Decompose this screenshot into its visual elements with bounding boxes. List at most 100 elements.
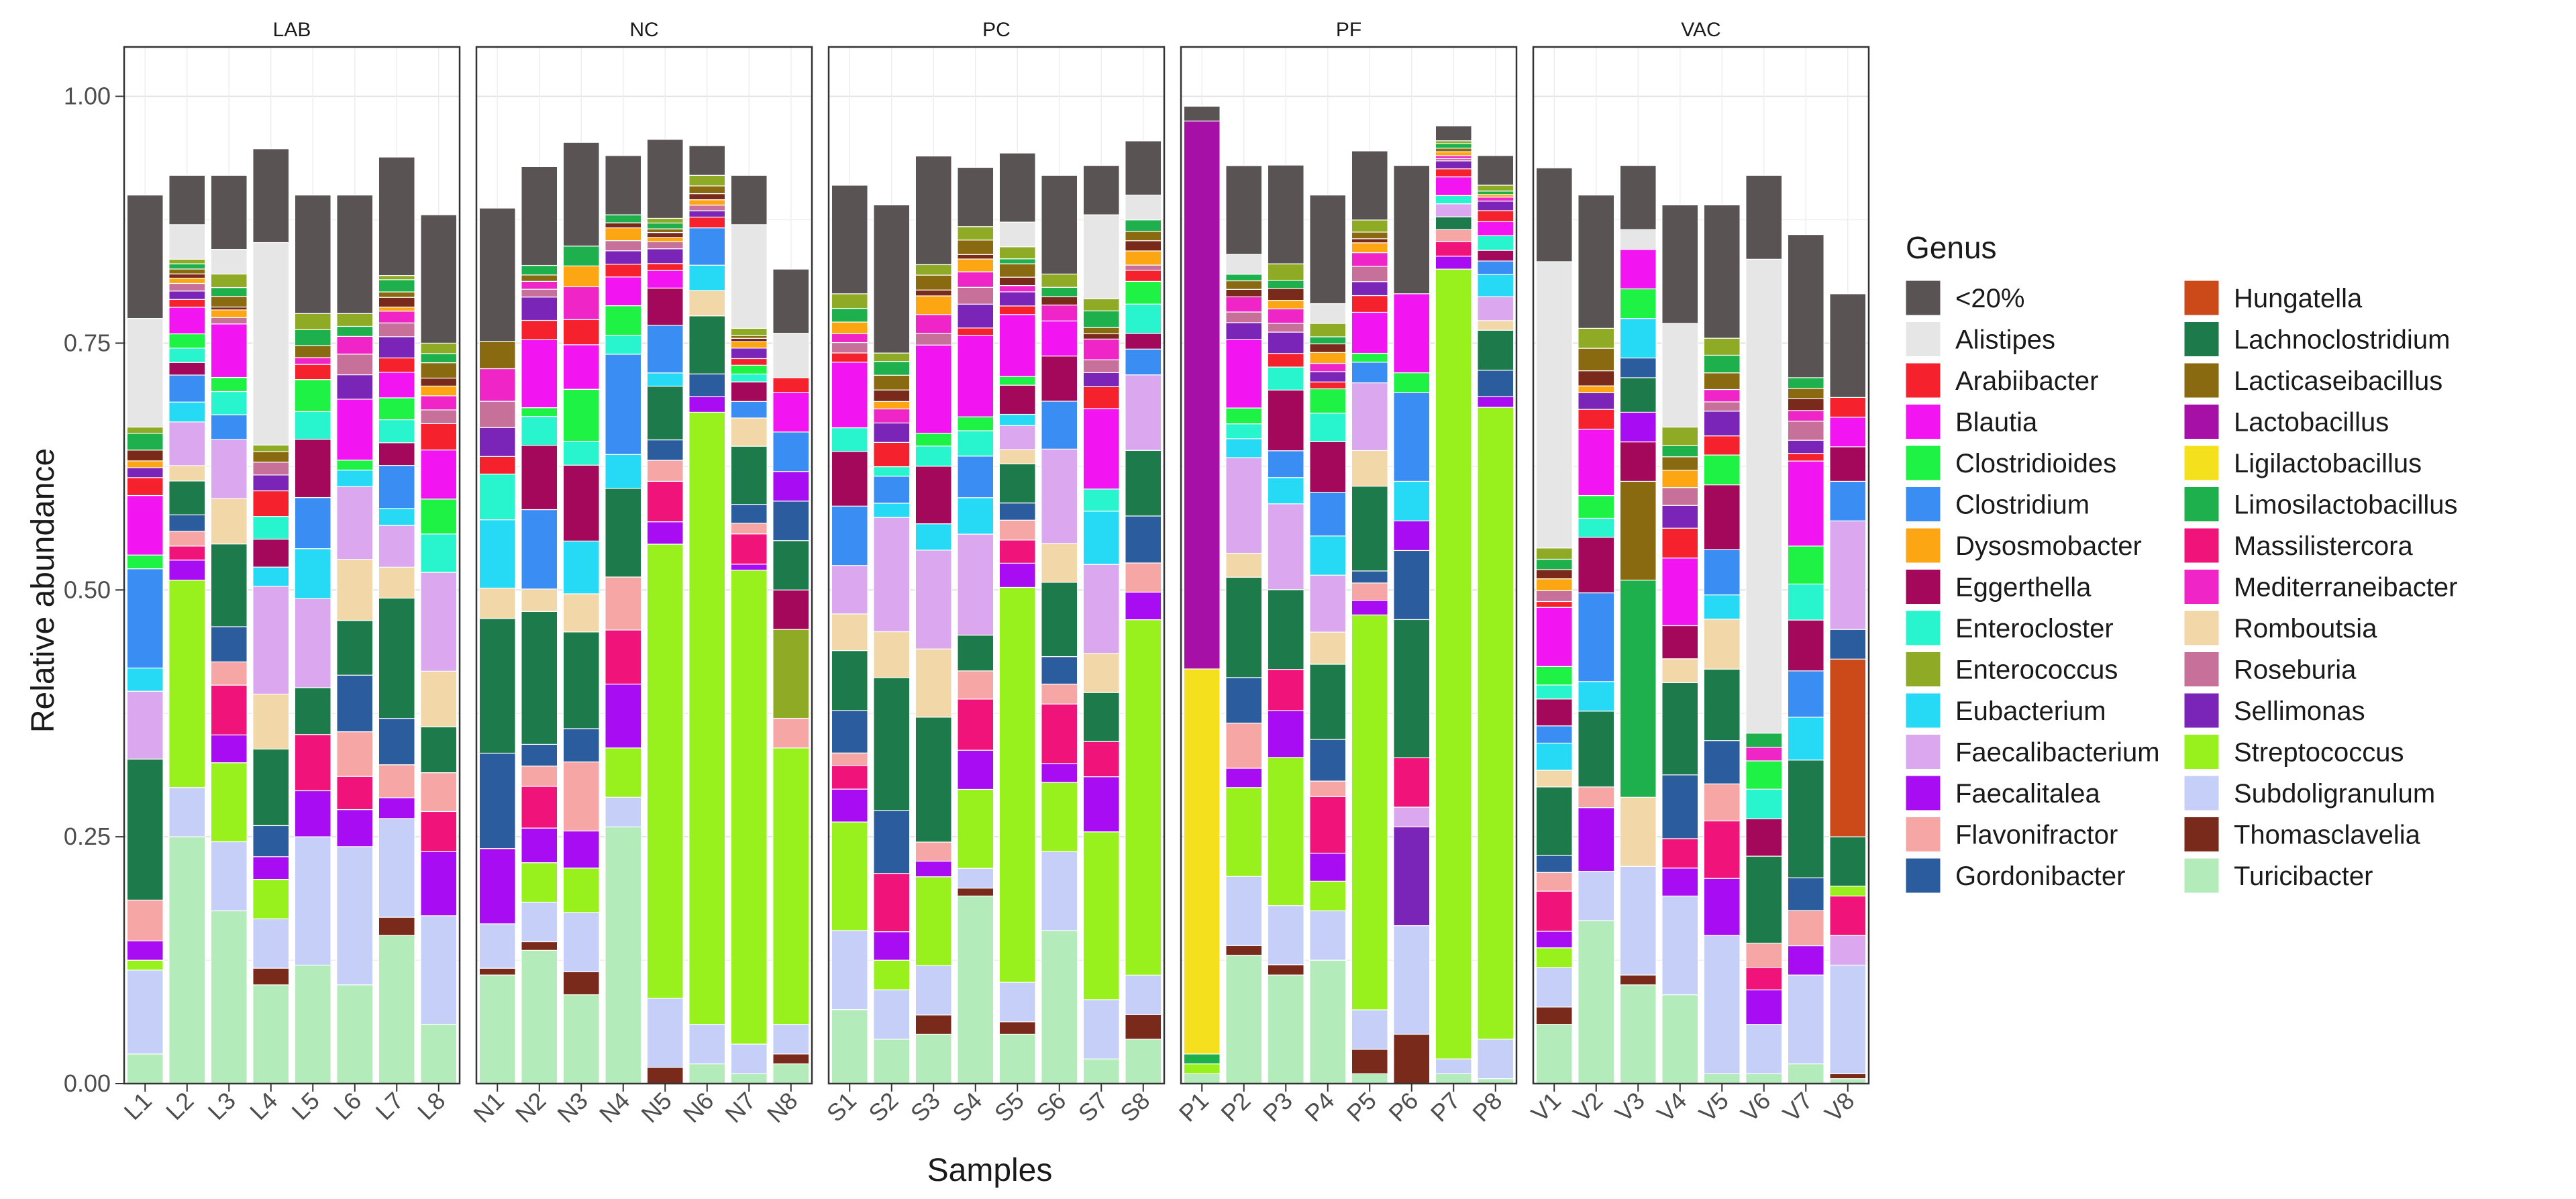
segment-romboutsia [1351, 450, 1388, 487]
segment-limosilactobacillus [1309, 336, 1347, 345]
segment-lacticaseibacillus [1619, 480, 1657, 581]
segment-roseburia [1535, 590, 1573, 603]
segment-arabiibacter [646, 263, 684, 271]
legend-item-eubacterium: Eubacterium [1905, 692, 2106, 729]
segment-dysosmobacter [646, 237, 684, 242]
segment-faecalibacterium [1435, 203, 1472, 217]
segment-dysosmobacter [562, 265, 600, 288]
segment-gordonibacter [646, 439, 684, 461]
segment-thomasclavelia [378, 297, 415, 308]
panel-border [827, 46, 1166, 1085]
bar-L2 [168, 174, 206, 1084]
legend-item-eggerthella: Eggerthella [1905, 569, 2092, 605]
segment-sellimonas [168, 291, 206, 300]
segment-eubacterium [1703, 594, 1741, 620]
segment-clostridium [646, 325, 684, 374]
segment-20 [521, 166, 558, 266]
x-tick-label: N4 [594, 1087, 635, 1129]
segment-subdoligranulum [168, 786, 206, 837]
segment-mediterraneibacter [294, 357, 331, 365]
segment-gordonibacter [378, 718, 415, 766]
segment-clostridioides [1125, 280, 1162, 305]
segment-streptococcus [1309, 880, 1347, 912]
segment-gordonibacter [1787, 877, 1824, 911]
segment-limosilactobacillus [521, 264, 558, 276]
segment-20 [605, 155, 642, 215]
segment-enterococcus [1435, 140, 1472, 144]
segment-subdoligranulum [1829, 964, 1867, 1074]
segment-flavonifractor [1535, 872, 1573, 892]
segment-faecalibacterium [957, 533, 994, 636]
segment-arabiibacter [252, 490, 290, 517]
legend-label: Thomasclavelia [2234, 821, 2421, 850]
segment-thomasclavelia [1267, 288, 1304, 301]
segment-limosilactobacillus [1082, 310, 1120, 328]
segment-clostridioides [521, 407, 558, 417]
segment-subdoligranulum [1535, 967, 1573, 1008]
segment-alistipes [772, 333, 810, 378]
legend-item-faecalibacterium: Faecalibacterium [1905, 734, 2160, 770]
segment-mediterraneibacter [1041, 304, 1078, 321]
segment-gordonibacter [772, 501, 810, 541]
segment-20 [1183, 105, 1221, 121]
segment-clostridioides [1351, 352, 1388, 363]
segment-faecalitalea [126, 940, 164, 961]
segment-blautia [1082, 408, 1120, 490]
legend-swatch [1905, 404, 1941, 439]
segment-enterocloster [1787, 583, 1824, 621]
segment-limosilactobacillus [1703, 354, 1741, 374]
segment-thomasclavelia [1082, 333, 1120, 340]
legend-item-dysosmobacter: Dysosmobacter [1905, 527, 2142, 564]
segment-streptococcus [646, 543, 684, 999]
segment-faecalibacterium [1829, 520, 1867, 630]
segment-lachnoclostridium [831, 649, 868, 711]
legend-label: Subdoligranulum [2234, 779, 2435, 809]
segment-blautia [957, 335, 994, 417]
legend-swatch [1905, 692, 1941, 729]
legend-swatch [1905, 817, 1941, 852]
segment-blautia [998, 314, 1036, 377]
legend-item-20: <20% [1905, 280, 2024, 316]
segment-alistipes [1082, 214, 1120, 299]
segment-romboutsia [1082, 653, 1120, 693]
segment-turicibacter [831, 1009, 868, 1084]
segment-turicibacter [1041, 930, 1078, 1084]
segment-limosilactobacillus [1267, 280, 1304, 289]
segment-eggerthella [1477, 250, 1514, 262]
segment-roseburia [957, 286, 994, 305]
segment-sellimonas [1309, 371, 1347, 382]
legend-swatch [1905, 321, 1941, 357]
segment-subdoligranulum [1309, 910, 1347, 961]
segment-eggerthella [1535, 698, 1573, 727]
segment-lacticaseibacillus [730, 335, 768, 339]
segment-blautia [521, 339, 558, 409]
segment-faecalitalea [1393, 520, 1431, 552]
segment-arabiibacter [730, 358, 768, 366]
segment-arabiibacter [957, 327, 994, 336]
segment-clostridioides [1225, 407, 1263, 425]
segment-alistipes [1535, 261, 1573, 549]
legend-label: Blautia [1955, 408, 2038, 437]
segment-faecalitalea [521, 827, 558, 864]
legend-item-clostridioides: Clostridioides [1905, 445, 2116, 481]
x-tick-label: P5 [1341, 1087, 1382, 1127]
segment-arabiibacter [1351, 295, 1388, 313]
bar-L5 [294, 195, 331, 1084]
segment-thomasclavelia [210, 306, 248, 311]
segment-lachnoclostridium [915, 717, 952, 843]
segment-ligilactobacillus [1183, 668, 1221, 1055]
segment-mediterraneibacter [1787, 410, 1824, 422]
legend-label: Alistipes [1955, 325, 2055, 355]
segment-faecalitalea [1041, 763, 1078, 783]
segment-alistipes [210, 249, 248, 275]
segment-romboutsia [1703, 619, 1741, 670]
segment-flavonifractor [521, 766, 558, 787]
segment-faecalitalea [1745, 989, 1783, 1025]
segment-limosilactobacillus [420, 353, 458, 364]
segment-arabiibacter [562, 319, 600, 346]
legend-item-mediterraneibacter: Mediterraneibacter [2183, 569, 2458, 605]
segment-lacticaseibacillus [1082, 327, 1120, 335]
segment-enterocloster [957, 430, 994, 457]
segment-20 [730, 174, 768, 225]
segment-limosilactobacillus [1787, 377, 1824, 389]
